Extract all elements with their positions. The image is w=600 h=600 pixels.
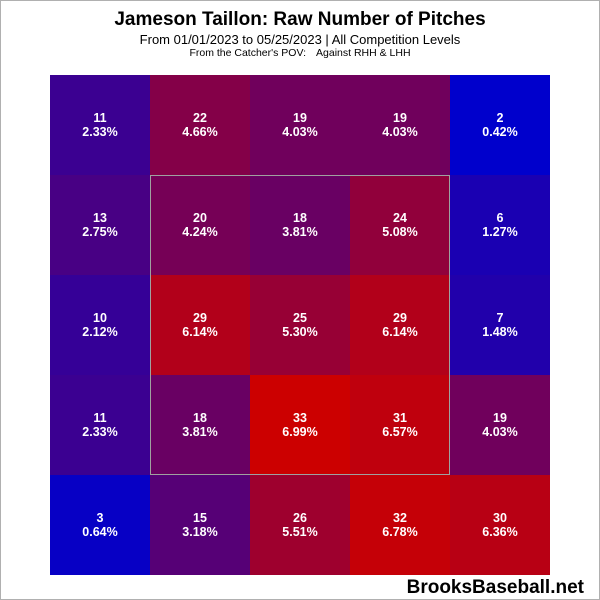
cell-count: 26: [293, 511, 307, 525]
zone-cell: 29 6.14%: [350, 275, 450, 375]
cell-count: 29: [193, 311, 207, 325]
cell-percent: 5.30%: [282, 325, 318, 339]
cell-percent: 1.27%: [482, 225, 518, 239]
cell-percent: 3.81%: [282, 225, 318, 239]
cell-percent: 4.66%: [182, 125, 218, 139]
cell-count: 7: [496, 311, 504, 325]
zone-cell: 13 2.75%: [50, 175, 150, 275]
cell-percent: 4.03%: [382, 125, 418, 139]
cell-count: 13: [93, 211, 107, 225]
cell-count: 20: [193, 211, 207, 225]
cell-count: 19: [293, 111, 307, 125]
cell-count: 2: [496, 111, 504, 125]
cell-percent: 6.36%: [482, 525, 518, 539]
chart-subtitle-pov: From the Catcher's POV: Against RHH & LHH: [0, 47, 600, 59]
zone-cell: 24 5.08%: [350, 175, 450, 275]
cell-count: 6: [496, 211, 504, 225]
cell-percent: 6.14%: [182, 325, 218, 339]
cell-percent: 5.08%: [382, 225, 418, 239]
cell-count: 31: [393, 411, 407, 425]
batter-label: Against RHH & LHH: [316, 47, 411, 59]
cell-count: 10: [93, 311, 107, 325]
cell-percent: 0.64%: [82, 525, 118, 539]
zone-cell: 2 0.42%: [450, 75, 550, 175]
cell-percent: 2.12%: [82, 325, 118, 339]
cell-count: 19: [493, 411, 507, 425]
zone-cell: 25 5.30%: [250, 275, 350, 375]
cell-percent: 6.14%: [382, 325, 418, 339]
cell-percent: 6.99%: [282, 425, 318, 439]
zone-cell: 15 3.18%: [150, 475, 250, 575]
cell-percent: 6.57%: [382, 425, 418, 439]
cell-percent: 4.03%: [282, 125, 318, 139]
cell-percent: 4.03%: [482, 425, 518, 439]
zone-cell: 20 4.24%: [150, 175, 250, 275]
cell-count: 22: [193, 111, 207, 125]
pov-label: From the Catcher's POV:: [189, 47, 307, 59]
cell-count: 11: [93, 411, 107, 425]
cell-count: 3: [96, 511, 104, 525]
zone-cell: 22 4.66%: [150, 75, 250, 175]
cell-count: 19: [393, 111, 407, 125]
cell-count: 11: [93, 111, 107, 125]
cell-percent: 6.78%: [382, 525, 418, 539]
zone-cell: 3 0.64%: [50, 475, 150, 575]
cell-count: 15: [193, 511, 207, 525]
cell-percent: 5.51%: [282, 525, 318, 539]
zone-cell: 19 4.03%: [450, 375, 550, 475]
zone-cell: 11 2.33%: [50, 75, 150, 175]
zone-cell: 6 1.27%: [450, 175, 550, 275]
zone-cell: 18 3.81%: [150, 375, 250, 475]
cell-count: 29: [393, 311, 407, 325]
cell-percent: 2.33%: [82, 125, 118, 139]
cell-count: 30: [493, 511, 507, 525]
cell-count: 32: [393, 511, 407, 525]
cell-percent: 1.48%: [482, 325, 518, 339]
zone-cell: 31 6.57%: [350, 375, 450, 475]
zone-cell: 19 4.03%: [250, 75, 350, 175]
cell-percent: 3.18%: [182, 525, 218, 539]
zone-cell: 26 5.51%: [250, 475, 350, 575]
cell-count: 33: [293, 411, 307, 425]
zone-cell: 10 2.12%: [50, 275, 150, 375]
cell-percent: 0.42%: [482, 125, 518, 139]
zone-cell: 32 6.78%: [350, 475, 450, 575]
cell-percent: 2.33%: [82, 425, 118, 439]
zone-cell: 11 2.33%: [50, 375, 150, 475]
zone-cell: 19 4.03%: [350, 75, 450, 175]
chart-subtitle: From 01/01/2023 to 05/25/2023 | All Comp…: [139, 32, 461, 47]
zone-cell: 29 6.14%: [150, 275, 250, 375]
zone-cell: 33 6.99%: [250, 375, 350, 475]
zone-cell: 7 1.48%: [450, 275, 550, 375]
pitch-zone-grid: 11 2.33% 22 4.66% 19 4.03% 19 4.03% 2 0.42% 13 2.75…: [50, 75, 550, 575]
cell-count: 18: [193, 411, 207, 425]
zone-cell: 30 6.36%: [450, 475, 550, 575]
zone-cell: 18 3.81%: [250, 175, 350, 275]
cell-percent: 3.81%: [182, 425, 218, 439]
cell-percent: 4.24%: [182, 225, 218, 239]
cell-count: 24: [393, 211, 407, 225]
cell-count: 25: [293, 311, 307, 325]
cell-count: 18: [293, 211, 307, 225]
chart-title: Jameson Taillon: Raw Number of Pitches: [114, 9, 486, 30]
cell-percent: 2.75%: [82, 225, 118, 239]
brooks-baseball-watermark: BrooksBaseball.net: [406, 577, 584, 598]
